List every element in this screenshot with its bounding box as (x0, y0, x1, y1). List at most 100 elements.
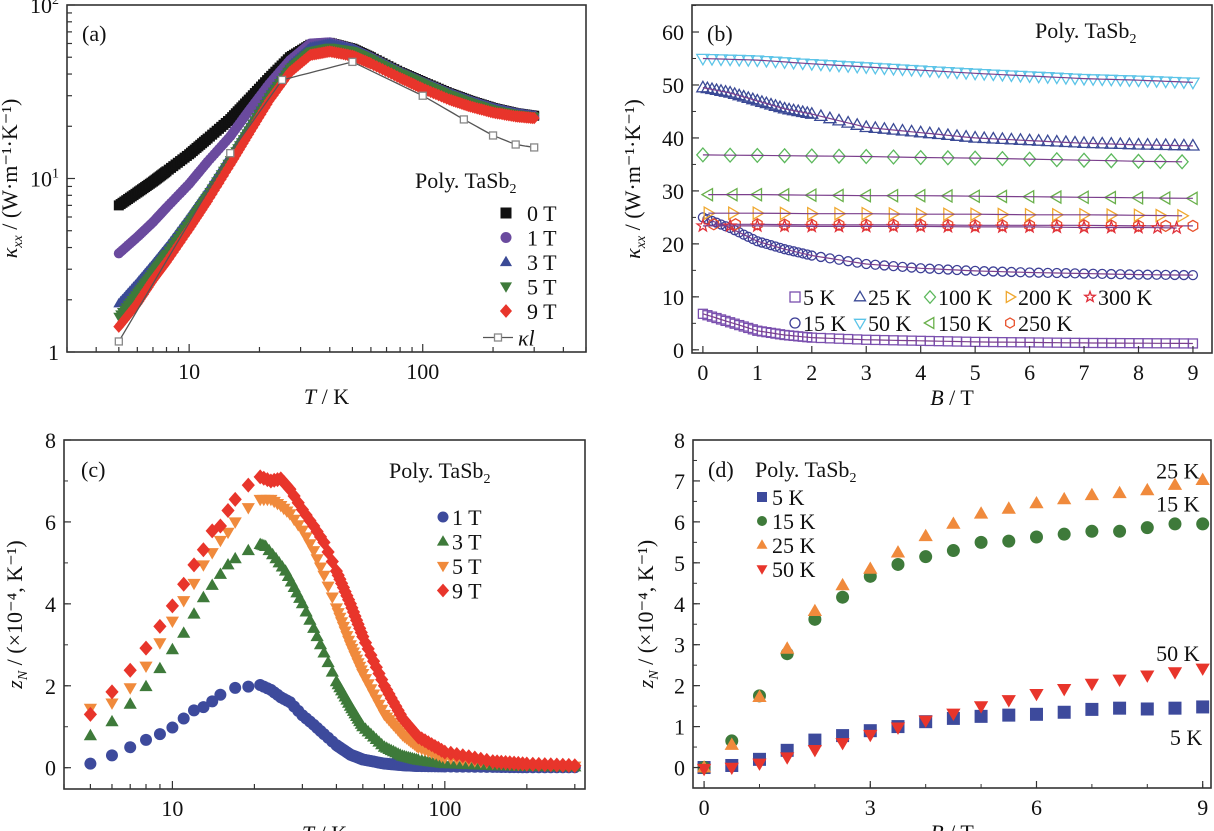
legend-label: 9 T (527, 299, 557, 324)
x-tick-label: 8 (1133, 360, 1144, 385)
data-point (885, 218, 902, 233)
data-point (568, 758, 582, 774)
data-point (1167, 137, 1182, 151)
data-point (196, 590, 210, 603)
legend: 1 T3 T5 T9 T (436, 505, 482, 604)
y-tick-label: 5 (674, 551, 685, 576)
y-axis-label-symbol: z (2, 680, 27, 690)
data-point (1002, 534, 1016, 548)
data-point (317, 646, 331, 658)
legend-marker (789, 291, 801, 303)
legend-item: 5 T (436, 554, 482, 579)
data-point (968, 150, 983, 166)
data-point (187, 704, 200, 717)
legend-label: 5 K (772, 485, 805, 510)
legend-marker (923, 289, 937, 305)
data-point (994, 218, 1010, 234)
legend-item: 15 K (789, 311, 847, 336)
legend-marker (757, 492, 767, 502)
data-point (196, 560, 210, 572)
x-tick-label: 10 (161, 796, 183, 821)
data-point (958, 129, 974, 142)
data-point (1084, 678, 1099, 692)
data-point (741, 55, 756, 68)
series-15-k (697, 212, 1199, 281)
data-point (724, 762, 739, 775)
data-point (197, 701, 210, 714)
sample-label-subscript: 2 (483, 472, 490, 487)
data-point (967, 68, 983, 82)
data-point (325, 665, 339, 677)
data-point (1029, 689, 1044, 702)
data-point (221, 558, 235, 570)
data-point (750, 55, 765, 68)
data-point (1113, 524, 1127, 538)
data-point (187, 607, 201, 619)
data-point (973, 506, 989, 519)
y-tick-label: 0 (45, 756, 56, 781)
series-9-t (83, 469, 582, 774)
data-point (177, 712, 190, 725)
data-point (1049, 219, 1065, 234)
legend-item: 150 K (923, 311, 993, 336)
data-point (891, 557, 905, 571)
data-point (802, 249, 813, 260)
data-point (124, 741, 137, 754)
data-point (528, 111, 540, 125)
panel-d: 0 3 6 9 0 1 2 3 4 5 6 7 8 B / T zN / (×10⁻⁴, K⁻¹) (d) Po… (633, 428, 1212, 831)
data-point (1040, 133, 1055, 147)
data-point (779, 218, 790, 231)
data-point (295, 525, 309, 537)
data-point (299, 605, 313, 617)
data-point (1040, 72, 1055, 85)
data-point (713, 54, 729, 67)
legend: 5 K 25 K 100 K 200 K 300 K 15 K 50 K 150 K 250 K (789, 285, 1153, 336)
y-axis-label-unit: / (W·m⁻¹·K⁻¹) (0, 99, 22, 236)
data-point (1078, 219, 1090, 232)
panel-label: (b) (707, 21, 733, 46)
data-point (205, 578, 219, 590)
fit-line (702, 87, 1193, 147)
data-point (1196, 700, 1210, 714)
data-point (226, 148, 235, 158)
data-point (986, 131, 1001, 144)
data-point (1113, 701, 1127, 715)
data-point (187, 578, 201, 591)
data-point (1122, 75, 1137, 88)
series-150-k (700, 187, 1198, 206)
data-point (913, 65, 928, 78)
data-point (444, 745, 458, 761)
data-point (1187, 219, 1199, 233)
legend-item: 9 T (499, 299, 557, 324)
data-point (456, 748, 470, 764)
legend-marker (1082, 289, 1098, 303)
data-point (165, 616, 179, 628)
x-axis-label-symbol: T (302, 821, 316, 831)
data-point (946, 516, 961, 529)
annotation-label: 15 K (1156, 491, 1200, 516)
data-point (511, 140, 520, 149)
data-point (890, 722, 906, 735)
legend-label: 5 T (452, 554, 482, 579)
data-point (695, 79, 711, 93)
data-point (241, 477, 255, 493)
data-point (1130, 219, 1147, 235)
data-point (765, 240, 777, 251)
data-point (996, 219, 1008, 232)
x-tick-label: 1 (752, 360, 763, 385)
legend-item: 15 K (757, 509, 816, 534)
data-point (1024, 219, 1036, 232)
legend-marker (853, 290, 867, 302)
data-point (777, 57, 792, 70)
data-point (1049, 151, 1064, 168)
data-point (1067, 73, 1083, 86)
data-point (704, 53, 720, 67)
data-point (105, 684, 119, 700)
data-point (1049, 134, 1065, 147)
data-point (303, 513, 317, 529)
data-point (1001, 695, 1016, 708)
data-point (307, 546, 321, 558)
x-tick-label: 6 (1024, 360, 1035, 385)
data-point (367, 653, 381, 669)
